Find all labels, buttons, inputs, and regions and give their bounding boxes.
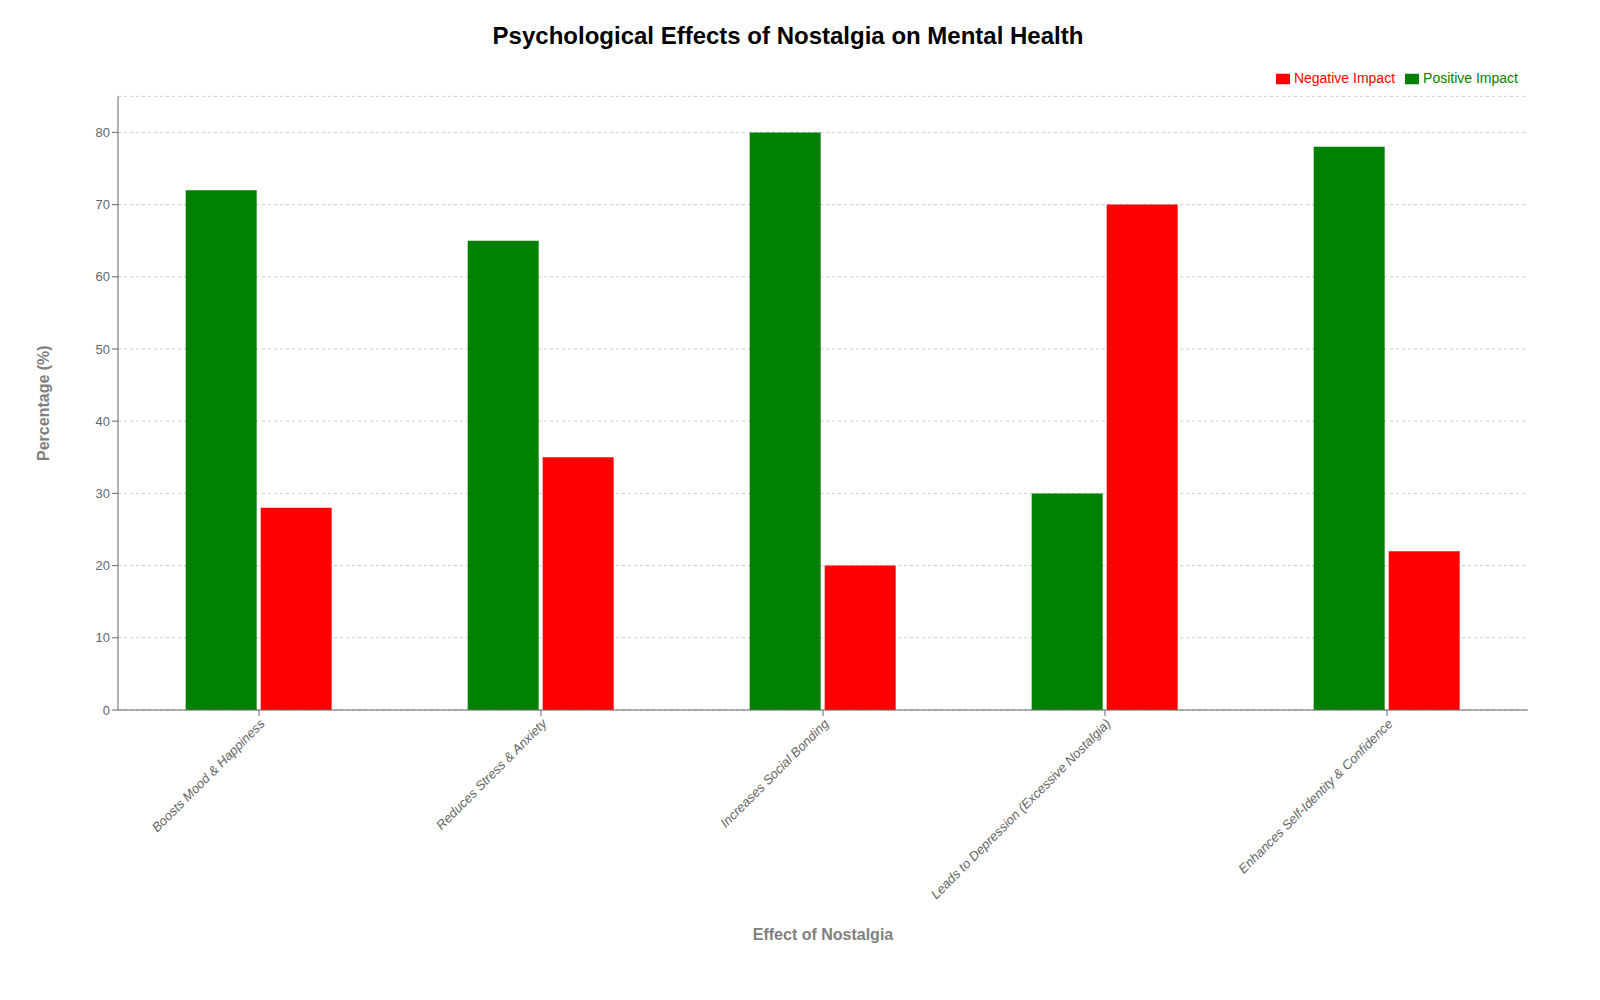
html-text:Negative Impact: Negative Impact — [1293, 70, 1396, 86]
svg-text:Reduces Stress & Anxiety: Reduces Stress & Anxiety — [433, 715, 551, 833]
svg-text:Enhances Self-Identity & Confi: Enhances Self-Identity & Confidence — [1235, 716, 1395, 876]
svg-text:Leads to Depression (Excessive: Leads to Depression (Excessive Nostalgia… — [928, 716, 1114, 902]
svg-text:60: 60 — [96, 269, 110, 284]
svg-text:20: 20 — [96, 558, 110, 573]
svg-text:Effect of Nostalgia: Effect of Nostalgia — [753, 926, 894, 943]
html-text:Psychological Effects of Nosta: Psychological Effects of Nostalgia on Me… — [492, 22, 1084, 49]
svg-text:80: 80 — [96, 125, 110, 140]
svg-text:Percentage (%): Percentage (%) — [35, 345, 52, 461]
svg-text:Boosts Mood & Happiness: Boosts Mood & Happiness — [149, 716, 268, 835]
svg-text:40: 40 — [96, 414, 110, 429]
svg-text:50: 50 — [96, 342, 110, 357]
svg-text:10: 10 — [96, 630, 110, 645]
svg-text:70: 70 — [96, 197, 110, 212]
svg-text:Increases Social Bonding: Increases Social Bonding — [717, 715, 832, 830]
svg-text:0: 0 — [103, 703, 110, 718]
svg-text:30: 30 — [96, 486, 110, 501]
html-text:Positive Impact: Positive Impact — [1423, 70, 1518, 86]
